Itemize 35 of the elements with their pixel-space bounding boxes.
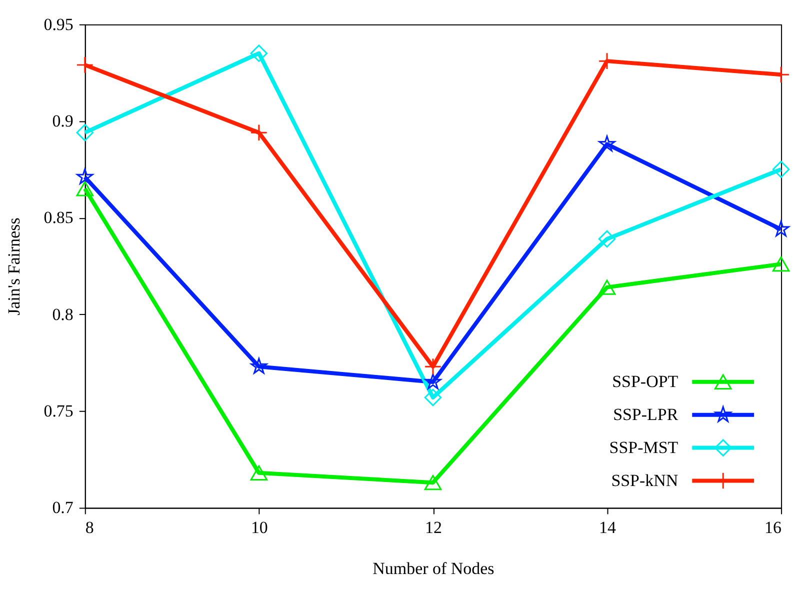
x-tick-label: 8: [85, 518, 94, 538]
point: [424, 475, 442, 490]
legend-label: SSP-kNN: [611, 470, 678, 490]
point: [598, 136, 616, 152]
legend-label: SSP-LPR: [613, 404, 679, 424]
point: [76, 56, 94, 74]
point: [250, 124, 268, 142]
point: [772, 220, 790, 236]
point: [250, 44, 268, 62]
y-tick-label: 0.9: [52, 112, 74, 131]
y-tick-label: 0.95: [44, 14, 74, 34]
legend-label: SSP-MST: [609, 438, 679, 457]
point: [598, 280, 616, 295]
y-tick-label: 0.8: [52, 304, 74, 324]
y-axis-title: Jain's Fairness: [4, 218, 24, 316]
x-tick-label: 16: [764, 518, 782, 538]
y-tick-label: 0.85: [44, 208, 74, 228]
point: [424, 388, 442, 406]
point: [772, 256, 790, 272]
point: [598, 230, 616, 248]
point: [250, 465, 268, 481]
x-tick-label: 14: [599, 518, 616, 538]
point: [424, 373, 442, 390]
point: [250, 358, 268, 374]
x-axis-title: Number of Nodes: [372, 559, 494, 578]
point: [424, 358, 442, 376]
point: [772, 160, 790, 178]
point: [76, 168, 94, 184]
point: [76, 181, 94, 196]
x-tick-label: 12: [424, 518, 442, 538]
y-tick-label: 0.7: [52, 498, 74, 518]
y-tick-label: 0.75: [44, 402, 74, 421]
legend-label: SSP-OPT: [612, 372, 679, 391]
point: [76, 124, 94, 142]
x-tick-label: 10: [250, 518, 268, 538]
